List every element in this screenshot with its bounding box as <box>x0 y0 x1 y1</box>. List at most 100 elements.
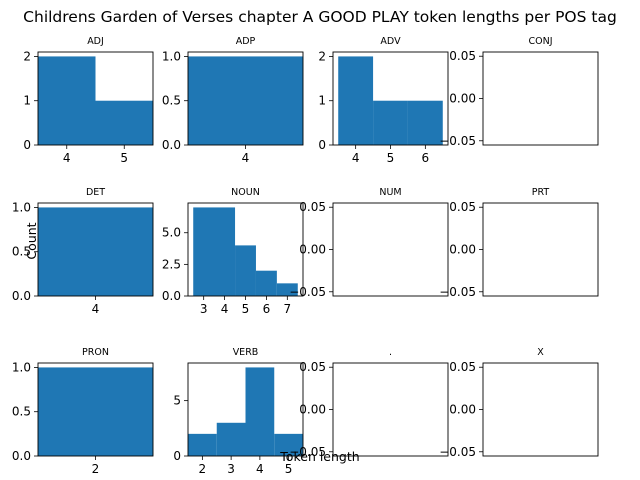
plot-frame <box>332 362 449 457</box>
plot-frame <box>187 362 304 457</box>
y-tick-label: 0.5 <box>12 245 31 259</box>
y-tick-label: −0.05 <box>289 285 326 299</box>
panel-title: X <box>537 347 544 358</box>
x-tick-label: 2 <box>92 462 100 476</box>
x-tick-label: 6 <box>263 302 271 316</box>
y-tick-label: 0.5 <box>12 405 31 419</box>
panel-title: NOUN <box>231 187 260 198</box>
y-tick-label: 1.0 <box>162 49 181 63</box>
y-tick-label: 0.0 <box>162 289 181 303</box>
histogram-bar <box>216 422 246 456</box>
plot-frame <box>37 51 154 146</box>
y-tick-label: −0.05 <box>289 445 326 459</box>
panel-det: DET 4 0.0 0.5 1.0 <box>12 187 154 316</box>
y-tick-label: 0.0 <box>12 289 31 303</box>
panel-title: ADJ <box>87 36 104 47</box>
x-tick-label: 4 <box>92 302 100 316</box>
panel-adp: ADP 4 0.0 0.5 1.0 <box>162 36 304 165</box>
y-tick-label: 0.05 <box>449 49 476 63</box>
figure-title: Childrens Garden of Verses chapter A GOO… <box>23 8 617 26</box>
y-tick-label: 2 <box>23 49 31 63</box>
histogram-bar <box>276 283 298 296</box>
panel-verb: VERB 2 3 4 5 0 5 <box>173 347 304 476</box>
histogram-bar <box>407 100 443 145</box>
histogram-bar <box>188 56 303 145</box>
x-tick-label: 4 <box>221 302 229 316</box>
y-tick-label: 2.5 <box>162 257 181 271</box>
y-tick-label: 0.05 <box>449 200 476 214</box>
histogram-bar <box>193 207 236 296</box>
histogram-bar <box>245 367 275 456</box>
histogram-bar <box>38 367 153 456</box>
x-tick-label: 3 <box>200 302 208 316</box>
y-tick-label: 0.00 <box>449 403 476 417</box>
x-tick-label: 5 <box>387 151 395 165</box>
x-tick-label: 2 <box>199 462 207 476</box>
x-tick-label: 3 <box>227 462 235 476</box>
panel-x: X −0.05 0.00 0.05 <box>439 347 599 459</box>
histogram-bar <box>235 245 256 296</box>
panel-title: ADV <box>380 36 401 47</box>
y-tick-label: 0.00 <box>449 92 476 106</box>
histogram-bar <box>274 433 303 456</box>
panel-title: DET <box>86 187 105 198</box>
y-tick-label: 0.05 <box>299 200 326 214</box>
y-tick-label: 1 <box>318 94 326 108</box>
panel-title: ADP <box>236 36 256 47</box>
y-tick-label: 1.0 <box>12 200 31 214</box>
y-tick-label: 0 <box>23 138 31 152</box>
histogram-bar <box>38 56 96 145</box>
panel-num: NUM −0.05 0.00 0.05 <box>289 187 449 299</box>
x-tick-label: 4 <box>63 151 71 165</box>
y-tick-label: 2 <box>318 49 326 63</box>
histogram-bar <box>373 100 408 145</box>
panel-title: VERB <box>233 347 259 358</box>
x-tick-label: 7 <box>283 302 291 316</box>
panel-prt: PRT −0.05 0.00 0.05 <box>439 187 599 299</box>
y-tick-label: 0.00 <box>449 243 476 257</box>
x-tick-label: 4 <box>352 151 360 165</box>
x-tick-label: 5 <box>285 462 293 476</box>
histogram-bar <box>188 433 217 456</box>
y-tick-label: 0.00 <box>299 403 326 417</box>
panel-adv: ADV 4 5 6 0 1 2 <box>318 36 449 165</box>
panel-pron: PRON 2 0.0 0.5 1.0 <box>12 347 154 476</box>
y-tick-label: −0.05 <box>439 134 476 148</box>
histogram-bar <box>38 207 153 296</box>
y-tick-label: −0.05 <box>439 285 476 299</box>
y-tick-label: 0.00 <box>299 243 326 257</box>
plot-frame <box>482 51 599 146</box>
histogram-bar <box>255 270 277 296</box>
y-tick-label: 0 <box>318 138 326 152</box>
y-axis-label: Count <box>24 222 39 259</box>
y-tick-label: 0 <box>173 449 181 463</box>
plot-frame <box>482 202 599 297</box>
x-tick-label: 6 <box>422 151 430 165</box>
panel-title: NUM <box>379 187 401 198</box>
y-tick-label: 5 <box>173 394 181 408</box>
y-tick-label: 1 <box>23 94 31 108</box>
y-tick-label: −0.05 <box>439 445 476 459</box>
y-tick-label: 0.5 <box>162 94 181 108</box>
plot-frame <box>332 202 449 297</box>
plot-frame <box>482 362 599 457</box>
panel-adj: ADJ 4 5 0 1 2 <box>23 36 154 165</box>
panel-title: CONJ <box>528 36 552 47</box>
panel-conj: CONJ −0.05 0.00 0.05 <box>439 36 599 148</box>
x-tick-label: 5 <box>242 302 250 316</box>
y-tick-label: 0.05 <box>299 360 326 374</box>
y-tick-label: 0.0 <box>162 138 181 152</box>
x-tick-label: 5 <box>120 151 128 165</box>
y-tick-label: 0.0 <box>12 449 31 463</box>
histogram-bar <box>338 56 374 145</box>
x-tick-label: 4 <box>256 462 264 476</box>
y-tick-label: 0.05 <box>449 360 476 374</box>
panel-noun: NOUN 3 4 5 6 7 0.0 2.5 5.0 <box>162 187 304 316</box>
y-tick-label: 1.0 <box>12 360 31 374</box>
panel-punct: . −0.05 0.00 0.05 <box>289 347 449 459</box>
x-axis-label: Token length <box>279 449 359 464</box>
panel-title: . <box>389 347 392 358</box>
panel-title: PRON <box>82 347 109 358</box>
